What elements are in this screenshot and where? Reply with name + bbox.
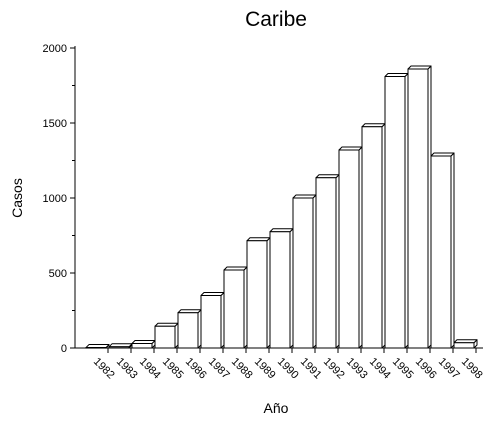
y-tick-label: 1000: [43, 193, 67, 205]
x-axis-label: Año: [264, 400, 289, 416]
x-tick-label: 1985: [160, 356, 186, 382]
bar-1992: [315, 174, 340, 349]
bar-front: [361, 126, 383, 349]
bar-front: [131, 343, 153, 349]
x-tick-label: 1987: [206, 356, 232, 382]
bar-1998: [453, 339, 478, 349]
bar-front: [384, 76, 406, 349]
x-tick-label: 1991: [298, 356, 324, 382]
bar-1983: [108, 343, 133, 349]
bar-front: [269, 231, 291, 349]
x-tick-label: 1997: [436, 356, 462, 382]
bar-1996: [407, 65, 432, 349]
x-tick-label: 1988: [229, 356, 255, 382]
bar-1989: [246, 237, 271, 349]
x-tick-label: 1995: [390, 356, 416, 382]
bar-1984: [131, 340, 156, 349]
bar-1995: [384, 73, 409, 349]
bar-1997: [430, 152, 455, 349]
x-tick-label: 1989: [252, 356, 278, 382]
bar-1985: [154, 322, 179, 349]
x-tick-label: 1996: [413, 356, 439, 382]
bar-front: [177, 312, 199, 349]
chart-title: Caribe: [245, 8, 307, 31]
x-tick-label: 1998: [459, 356, 485, 382]
bar-1987: [200, 292, 225, 349]
bar-1986: [177, 309, 202, 349]
y-tick-label: 0: [61, 343, 67, 355]
y-tick-label: 1500: [43, 118, 67, 130]
x-tick-label: 1983: [114, 356, 140, 382]
x-tick-label: 1986: [183, 356, 209, 382]
x-tick-label: 1982: [91, 356, 117, 382]
bar-front: [223, 269, 245, 349]
bar-1990: [269, 228, 294, 349]
x-tick-label: 1992: [321, 356, 347, 382]
bar-front: [338, 149, 360, 349]
bar-front: [407, 68, 429, 349]
bar-front: [154, 325, 176, 349]
bar-front: [453, 342, 475, 349]
bar-front: [246, 240, 268, 349]
x-tick-label: 1984: [137, 356, 163, 382]
bar-front: [315, 177, 337, 349]
bar-front: [292, 197, 314, 349]
x-tick-label: 1994: [367, 356, 393, 382]
x-tick-label: 1990: [275, 356, 301, 382]
bars-group: [85, 65, 478, 349]
x-tick-label: 1993: [344, 356, 370, 382]
bar-front: [430, 155, 452, 349]
bar-1993: [338, 146, 363, 349]
bar-1994: [361, 123, 386, 349]
y-tick-label: 500: [49, 268, 67, 280]
bar-front: [200, 295, 222, 349]
bar-1988: [223, 266, 248, 349]
y-axis-label: Casos: [9, 178, 25, 218]
bar-1991: [292, 194, 317, 349]
y-tick-label: 2000: [43, 43, 67, 55]
